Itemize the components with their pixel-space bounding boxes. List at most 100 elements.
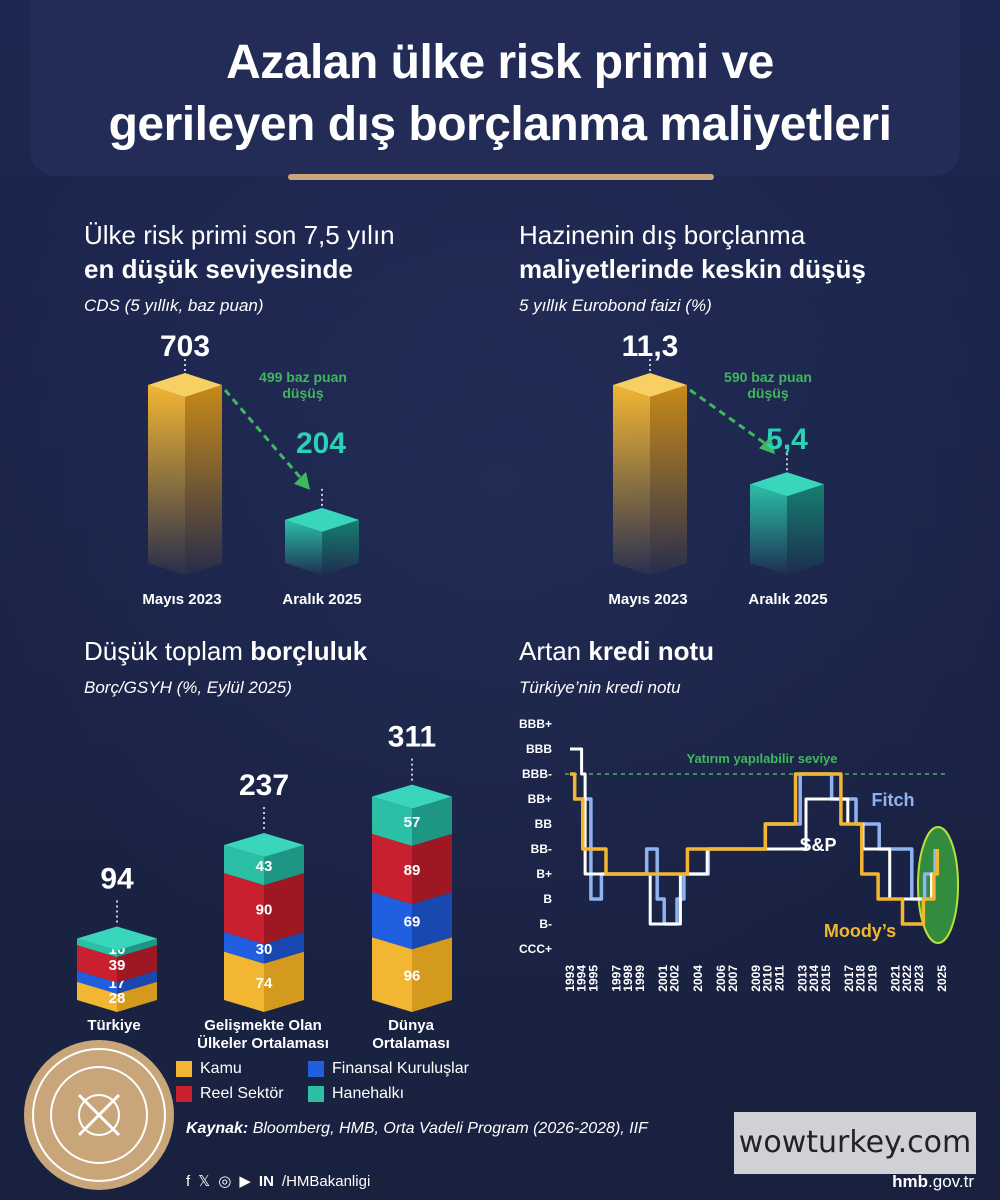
rating-y-tick-B-: B- bbox=[539, 917, 552, 931]
debt-seg-label-1-reel: 90 bbox=[256, 902, 273, 919]
debt-seg-2-kamu-side bbox=[412, 937, 452, 1012]
debt-seg-label-0-kamu: 28 bbox=[109, 990, 126, 1007]
rating-heading: Artan kredi notu bbox=[519, 634, 714, 668]
debt-seg-0-finansal-face bbox=[77, 970, 117, 994]
debt-seg-2-hanehalki-side bbox=[412, 796, 452, 846]
debt-total-label-1: 237 bbox=[239, 769, 289, 802]
cds-x-label-2023: Mayıs 2023 bbox=[142, 591, 222, 608]
debt-seg-label-1-finansal: 30 bbox=[256, 941, 273, 958]
rating-y-tick-BBB: BBB bbox=[526, 742, 552, 756]
debt-seg-2-kamu-face bbox=[372, 937, 412, 1012]
rating-x-tick-1995: 1995 bbox=[586, 965, 600, 992]
legend-item-reel: Reel Sektör bbox=[176, 1085, 284, 1103]
debt-total-label-2: 311 bbox=[388, 721, 436, 754]
debt-seg-0-hanehalki-side bbox=[117, 938, 157, 958]
facebook-icon[interactable]: f bbox=[186, 1172, 191, 1190]
debt-seg-1-kamu-face bbox=[224, 951, 264, 1012]
footer-site-rest: .gov.tr bbox=[928, 1172, 974, 1191]
debt-x-label-world: Dünya Ortalaması bbox=[356, 1017, 466, 1053]
legend-label-kamu: Kamu bbox=[200, 1060, 242, 1077]
debt-seg-2-hanehalki-face bbox=[372, 796, 412, 846]
legend-label-reel: Reel Sektör bbox=[200, 1085, 284, 1102]
debt-heading: Düşük toplam borçluluk bbox=[84, 634, 367, 668]
rating-x-tick-2011: 2011 bbox=[772, 965, 786, 991]
debt-bar-top-0 bbox=[77, 926, 157, 951]
debt-seg-label-0-reel: 39 bbox=[109, 957, 126, 974]
cds-bar-0-top bbox=[148, 373, 222, 397]
rating-y-tick-BB-: BB- bbox=[531, 842, 552, 856]
cds-value-label-2025: 204 bbox=[295, 427, 347, 460]
rating-x-tick-2010: 2010 bbox=[761, 965, 775, 992]
rating-heading-plain: Artan bbox=[519, 636, 589, 666]
youtube-icon[interactable]: ▶ bbox=[239, 1173, 251, 1190]
rating-x-tick-2025: 2025 bbox=[935, 965, 949, 992]
rating-y-tick-B: B bbox=[543, 892, 552, 906]
rating-x-tick-2018: 2018 bbox=[854, 965, 868, 992]
rating-y-tick-CCC+: CCC+ bbox=[519, 942, 552, 956]
rating-x-tick-2001: 2001 bbox=[656, 965, 670, 992]
eurobond-bar-1-face bbox=[750, 484, 787, 575]
source-note: Kaynak: Bloomberg, HMB, Orta Vadeli Prog… bbox=[186, 1120, 648, 1138]
nsosyal-icon[interactable]: IN bbox=[258, 1172, 274, 1190]
rating-x-tick-2017: 2017 bbox=[842, 965, 856, 992]
legend-swatch-reel bbox=[176, 1086, 192, 1102]
eurobond-bar-0-face bbox=[613, 385, 650, 575]
debt-seg-1-reel-side bbox=[264, 873, 304, 944]
debt-seg-label-1-kamu: 74 bbox=[256, 975, 273, 992]
cds-bar-1-top bbox=[285, 507, 359, 532]
debt-x-label-emerging-l1: Gelişmekte Olan bbox=[204, 1017, 322, 1034]
rating-x-tick-2006: 2006 bbox=[714, 965, 728, 992]
eurobond-heading-line1: Hazinenin dış borçlanma bbox=[519, 220, 806, 250]
rating-x-tick-1994: 1994 bbox=[575, 965, 589, 992]
eurobond-heading-line2: maliyetlerinde keskin düşüş bbox=[519, 254, 866, 284]
rating-x-tick-2015: 2015 bbox=[819, 965, 833, 992]
rating-x-tick-2014: 2014 bbox=[807, 965, 821, 992]
rating-y-tick-BBB-: BBB- bbox=[522, 767, 552, 781]
debt-heading-plain: Düşük toplam bbox=[84, 636, 251, 666]
eurobond-value-label-2025: 5,4 bbox=[766, 423, 808, 456]
rating-x-tick-2002: 2002 bbox=[668, 965, 682, 992]
eurobond-bar-0-top bbox=[613, 373, 687, 397]
seal-graphic bbox=[32, 1048, 166, 1182]
title-divider bbox=[288, 174, 714, 180]
legend-label-hanehalki: Hanehalkı bbox=[332, 1085, 405, 1102]
rating-x-tick-2022: 2022 bbox=[900, 965, 914, 992]
rating-x-tick-1997: 1997 bbox=[610, 965, 624, 992]
debt-seg-1-kamu-side bbox=[264, 951, 304, 1012]
cds-drop-arrowhead bbox=[294, 471, 310, 490]
cds-x-label-2025: Aralık 2025 bbox=[282, 591, 362, 608]
eurobond-bar-0-side bbox=[650, 385, 687, 575]
debt-seg-2-reel-face bbox=[372, 833, 412, 905]
rating-x-tick-2023: 2023 bbox=[912, 965, 926, 992]
debt-seg-1-hanehalki-face bbox=[224, 845, 264, 886]
rating-series-label-moodys: Moody’s bbox=[824, 921, 896, 941]
debt-x-label-turkiye: Türkiye bbox=[87, 1017, 141, 1034]
debt-seg-label-2-hanehalki: 57 bbox=[404, 814, 421, 831]
footer-website[interactable]: hmb.gov.tr bbox=[892, 1172, 974, 1192]
rating-x-tick-2007: 2007 bbox=[726, 965, 740, 992]
debt-total-label-0: 94 bbox=[100, 863, 134, 896]
debt-x-label-world-l2: Ortalaması bbox=[372, 1035, 450, 1052]
eurobond-drop-arrow bbox=[689, 388, 770, 448]
instagram-icon[interactable]: ◎ bbox=[218, 1173, 232, 1190]
rating-line-moodys bbox=[570, 772, 940, 926]
debt-seg-0-reel-side bbox=[117, 945, 157, 983]
debt-seg-1-finansal-side bbox=[264, 931, 304, 964]
debt-subtitle: Borç/GSYH (%, Eylül 2025) bbox=[84, 678, 292, 697]
rating-invest-label: Yatırım yapılabilir seviye bbox=[686, 751, 837, 766]
eurobond-bar-1-top bbox=[750, 472, 824, 497]
social-handle[interactable]: /HMBakanligi bbox=[281, 1172, 371, 1190]
debt-seg-0-finansal-side bbox=[117, 970, 157, 994]
cds-bar-1-face bbox=[285, 519, 322, 575]
cds-subtitle: CDS (5 yıllık, baz puan) bbox=[84, 296, 264, 315]
footer-site-bold: hmb bbox=[892, 1172, 929, 1191]
legend-swatch-finansal bbox=[308, 1061, 324, 1077]
debt-seg-label-2-reel: 89 bbox=[404, 862, 421, 879]
rating-heading-bold: kredi notu bbox=[588, 636, 715, 666]
x-icon[interactable]: 𝕏 bbox=[198, 1173, 211, 1190]
debt-seg-2-finansal-side bbox=[412, 892, 452, 950]
source-label: Kaynak: bbox=[186, 1120, 249, 1137]
cds-drop-line2: düşüş bbox=[282, 385, 324, 401]
debt-seg-label-2-finansal: 69 bbox=[404, 914, 421, 931]
